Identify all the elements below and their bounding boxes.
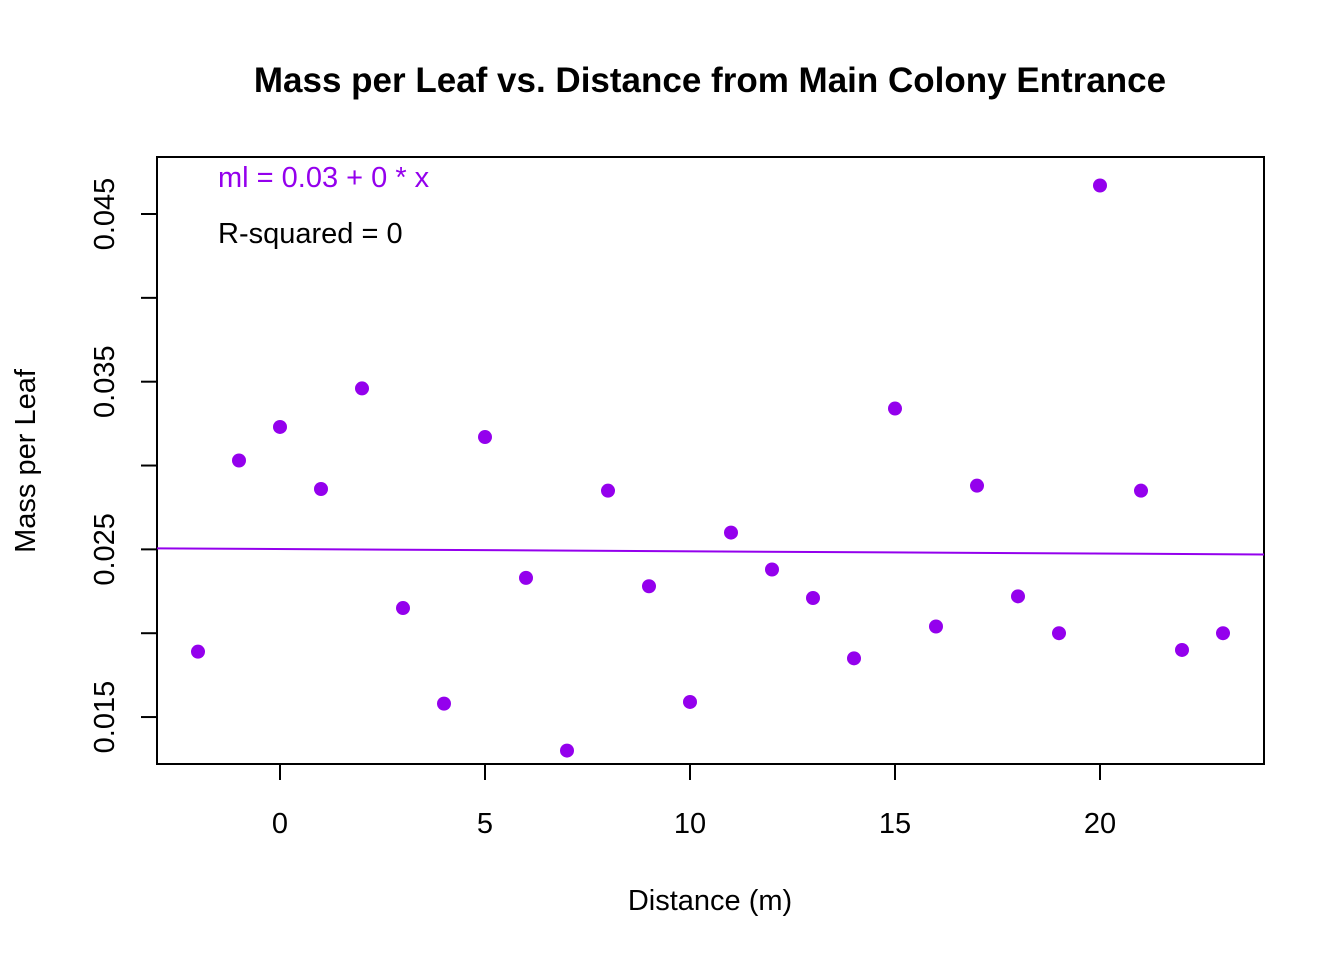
data-point — [847, 651, 861, 666]
y-tick-label: 0.035 — [89, 345, 121, 418]
data-point — [273, 419, 287, 434]
y-tick-label: 0.015 — [89, 681, 121, 754]
x-tick-label: 0 — [272, 808, 288, 840]
fit-line-layer — [157, 547, 1264, 556]
y-axis-label: Mass per Leaf — [10, 368, 42, 553]
data-point — [765, 562, 779, 577]
x-tick-label: 5 — [477, 808, 493, 840]
data-point — [1093, 178, 1107, 193]
data-point — [806, 590, 820, 605]
data-point — [683, 694, 697, 709]
r-squared-annotation: R-squared = 0 — [218, 218, 403, 250]
data-point — [396, 601, 410, 616]
data-point — [478, 430, 492, 445]
x-axis: 0 5 10 15 20 — [272, 763, 1116, 840]
data-point — [560, 743, 574, 758]
data-point — [929, 619, 943, 634]
y-axis: 0.015 0.025 0.035 0.045 — [89, 178, 158, 754]
data-point — [1052, 626, 1066, 641]
equation-annotation: ml = 0.03 + 0 * x — [218, 162, 430, 194]
data-point — [232, 453, 246, 468]
y-tick-label: 0.025 — [89, 513, 121, 586]
data-point — [437, 696, 451, 711]
chart-title: Mass per Leaf vs. Distance from Main Col… — [254, 61, 1166, 100]
data-point — [1216, 626, 1230, 641]
data-point — [724, 525, 738, 540]
data-point — [888, 401, 902, 416]
data-point — [970, 478, 984, 493]
x-tick-label: 15 — [879, 808, 911, 840]
regression-line — [157, 547, 1264, 556]
data-point — [1011, 589, 1025, 604]
x-axis-label: Distance (m) — [628, 885, 792, 917]
x-tick-label: 10 — [674, 808, 706, 840]
y-tick-label: 0.045 — [89, 178, 121, 251]
data-point — [519, 570, 533, 585]
data-point — [314, 482, 328, 497]
data-point — [601, 483, 615, 498]
data-point — [191, 644, 205, 659]
data-point — [642, 579, 656, 594]
data-point — [1175, 642, 1189, 657]
data-point — [1134, 483, 1148, 498]
x-tick-label: 20 — [1084, 808, 1116, 840]
points-layer — [191, 178, 1230, 758]
data-point — [355, 381, 369, 396]
